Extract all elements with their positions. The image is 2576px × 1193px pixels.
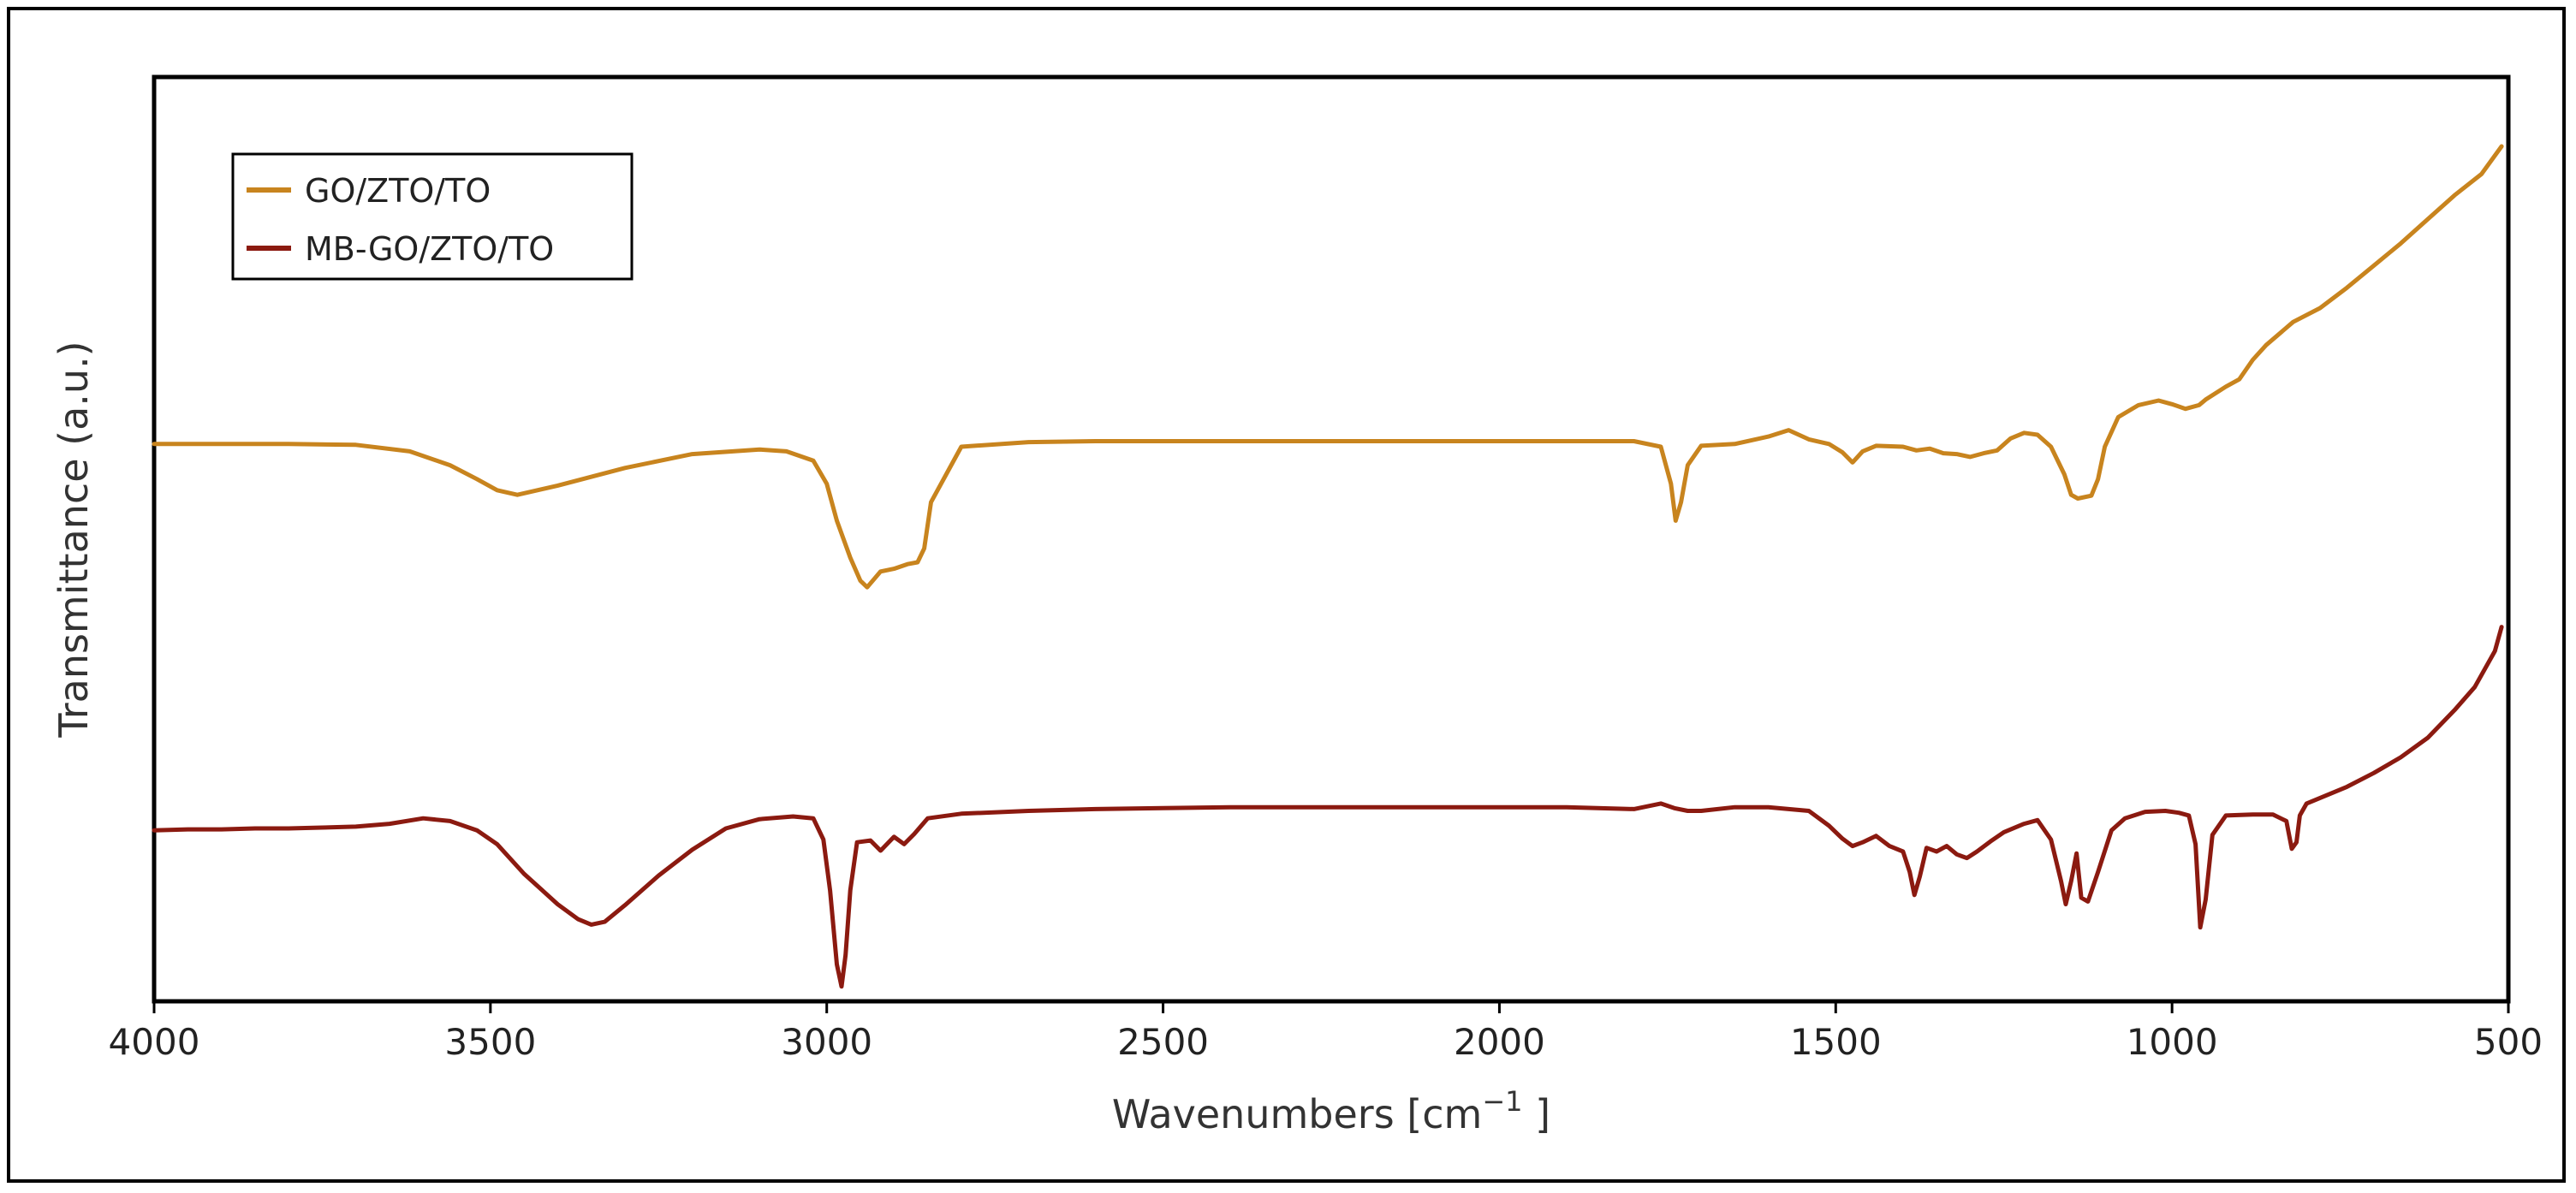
x-tick-label-8: 500 — [2474, 1021, 2543, 1063]
x-tick-label-4: 2500 — [1117, 1021, 1209, 1063]
legend-box — [231, 152, 634, 281]
y-axis-label: Transmittance (a.u.) — [51, 341, 97, 738]
x-axis-ticks: 4000 3500 3000 2500 2000 1500 1000 500 — [109, 1001, 2543, 1063]
legend: GO/ZTO/TO MB-GO/ZTO/TO — [231, 152, 634, 281]
x-tick-label-2: 3500 — [444, 1021, 536, 1063]
plot-area — [152, 74, 2511, 1004]
x-axis-label-main: Wavenumbers [cm — [1112, 1091, 1482, 1137]
x-tick-label-6: 1500 — [1790, 1021, 1882, 1063]
series-line-1 — [152, 144, 2504, 590]
legend-label-series-2: MB-GO/ZTO/TO — [305, 230, 554, 268]
series-layer — [152, 144, 2504, 989]
x-tick-label-7: 1000 — [2127, 1021, 2218, 1063]
x-tick-label-5: 2000 — [1454, 1021, 1545, 1063]
legend-label-series-1: GO/ZTO/TO — [305, 172, 491, 210]
x-axis-label-superscript: −1 — [1482, 1085, 1522, 1118]
x-tick-label-1: 4000 — [109, 1021, 200, 1063]
x-tick-label-3: 3000 — [781, 1021, 872, 1063]
x-axis-label: Wavenumbers [cm−1 ] — [1112, 1085, 1550, 1137]
x-axis-label-end: ] — [1523, 1091, 1551, 1137]
series-line-2 — [152, 625, 2504, 989]
